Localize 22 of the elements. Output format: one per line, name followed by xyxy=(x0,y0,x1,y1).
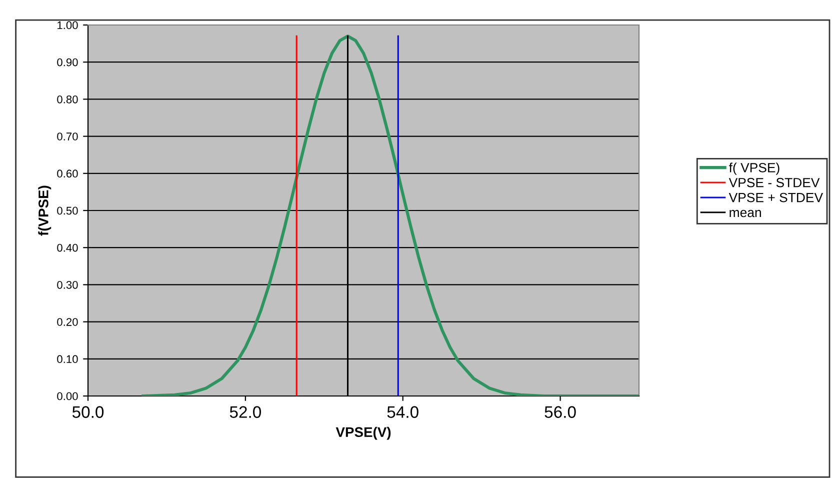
y-tick-label: 0.00 xyxy=(57,392,78,400)
y-tick-label: 1.00 xyxy=(58,21,78,30)
y-tick-label: 0.80 xyxy=(57,95,78,104)
y-tick-label: 0.40 xyxy=(57,244,78,252)
x-tick-label: 54.0 xyxy=(387,406,418,418)
x-tick-label: 50.0 xyxy=(72,406,104,418)
y-tick-label: 0.70 xyxy=(57,132,78,140)
legend-label: mean xyxy=(730,210,761,218)
y-axis-title: f(VPSE) xyxy=(38,186,52,236)
y-tick-label: 0.50 xyxy=(57,206,78,215)
line-series xyxy=(142,34,639,396)
x-axis-title: VPSE(V) xyxy=(336,426,391,440)
y-tick-label: 0.90 xyxy=(57,58,78,66)
y-tick-label: 0.20 xyxy=(57,318,78,326)
legend-label: VPSE - STDEV xyxy=(728,178,820,188)
x-tick-label: 56.0 xyxy=(544,406,576,418)
y-tick-label: 0.60 xyxy=(57,170,78,178)
y-tick-label: 0.10 xyxy=(57,355,78,364)
y-tick-label: 0.30 xyxy=(57,280,78,289)
legend-label: f( VPSE) xyxy=(729,162,780,175)
legend-label: VPSE + STDEV xyxy=(728,192,823,202)
x-tick-label: 52.0 xyxy=(230,406,261,418)
